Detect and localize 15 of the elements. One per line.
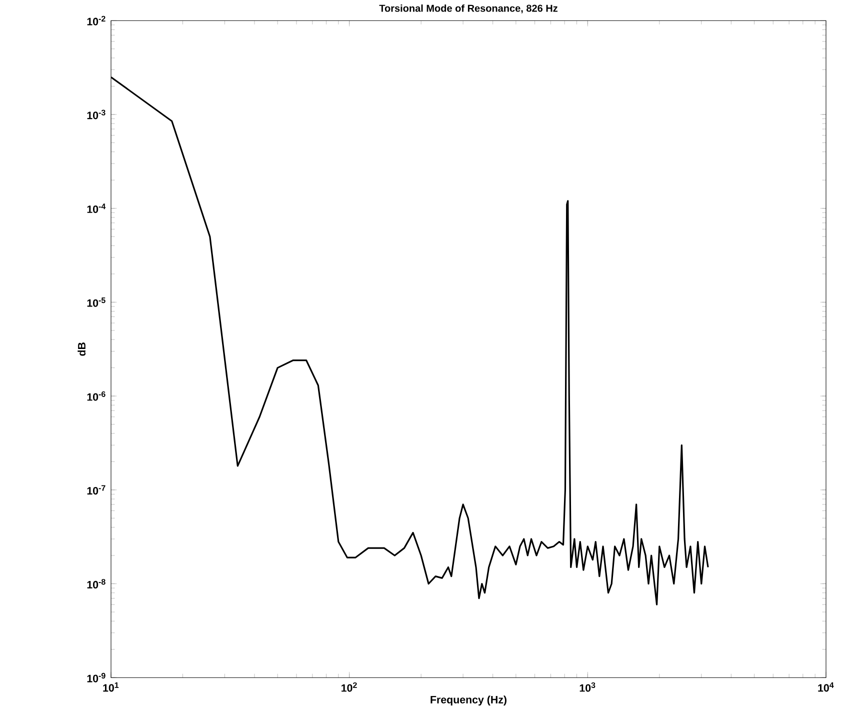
y-tick-label: 10$^{-9}$	[87, 672, 106, 682]
x-tick-label: 10$^{3}$	[580, 682, 596, 692]
y-tick-label: 10$^{-3}$	[87, 110, 106, 120]
y-tick-label: 10$^{-7}$	[87, 485, 106, 495]
y-tick-label: 10$^{-6}$	[87, 391, 106, 401]
y-tick-label: 10$^{-5}$	[87, 298, 106, 307]
y-axis-title: dB	[78, 342, 86, 356]
x-tick-label: 10$^{1}$	[103, 682, 119, 692]
y-tick-label: 10$^{-4}$	[87, 204, 106, 214]
y-tick-label: 10$^{-8}$	[87, 579, 106, 588]
x-tick-label: 10$^{2}$	[342, 682, 357, 692]
y-tick-label: 10$^{-2}$	[87, 16, 106, 26]
x-axis-title: Frequency (Hz)	[430, 696, 506, 706]
x-tick-label: 10$^{4}$	[818, 682, 834, 692]
chart-title: Torsional Mode of Resonance, 826 Hz	[379, 4, 558, 14]
